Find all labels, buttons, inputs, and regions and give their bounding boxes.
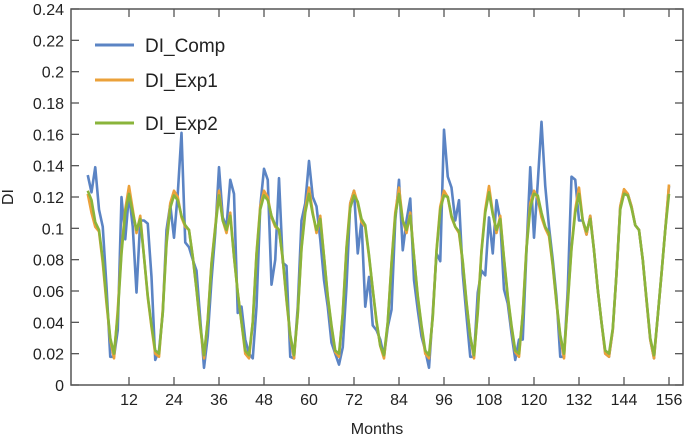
x-tick-label: 84 — [390, 392, 408, 409]
x-tick-label: 36 — [210, 392, 228, 409]
x-tick-label: 48 — [255, 392, 273, 409]
x-tick-label: 108 — [476, 392, 503, 409]
x-tick-label: 144 — [611, 392, 638, 409]
x-tick-label: 132 — [566, 392, 593, 409]
y-tick-label: 0.22 — [33, 33, 64, 50]
legend-label: DI_Exp2 — [145, 114, 218, 135]
x-tick-label: 72 — [345, 392, 363, 409]
y-tick-label: 0.16 — [33, 127, 64, 144]
y-axis-label: DI — [0, 189, 17, 205]
y-tick-label: 0.06 — [33, 284, 64, 301]
x-tick-label: 156 — [656, 392, 683, 409]
x-tick-label: 96 — [435, 392, 453, 409]
legend-label: DI_Comp — [145, 36, 225, 57]
legend-item: DI_Comp — [95, 36, 225, 57]
y-tick-label: 0.02 — [33, 347, 64, 364]
y-axis: 0 0.02 0.04 0.06 0.08 0.1 0.12 0.14 0.16 0.18 0.2 0… — [33, 2, 683, 395]
x-axis: 12 24 36 48 60 72 84 96 108 120 132 144 156 — [120, 9, 682, 409]
y-tick-label: 0.14 — [33, 159, 64, 176]
x-axis-label: Months — [351, 421, 403, 438]
x-tick-label: 120 — [521, 392, 548, 409]
plot-lines — [86, 120, 671, 370]
series-line-di-exp2 — [86, 190, 671, 357]
x-tick-label: 12 — [120, 392, 138, 409]
x-tick-label: 60 — [300, 392, 318, 409]
y-tick-label: 0.2 — [42, 65, 64, 82]
legend: DI_Comp DI_Exp1 DI_Exp2 — [95, 36, 225, 135]
x-tick-label: 24 — [165, 392, 183, 409]
y-tick-label: 0.18 — [33, 96, 64, 113]
legend-item: DI_Exp2 — [95, 114, 218, 135]
y-tick-label: 0.04 — [33, 315, 64, 332]
y-tick-label: 0.24 — [33, 2, 64, 19]
legend-item: DI_Exp1 — [95, 71, 218, 92]
y-tick-label: 0.08 — [33, 253, 64, 270]
y-tick-label: 0.12 — [33, 190, 64, 207]
y-tick-label: 0 — [55, 378, 64, 395]
legend-label: DI_Exp1 — [145, 71, 218, 92]
y-tick-label: 0.1 — [42, 221, 64, 238]
